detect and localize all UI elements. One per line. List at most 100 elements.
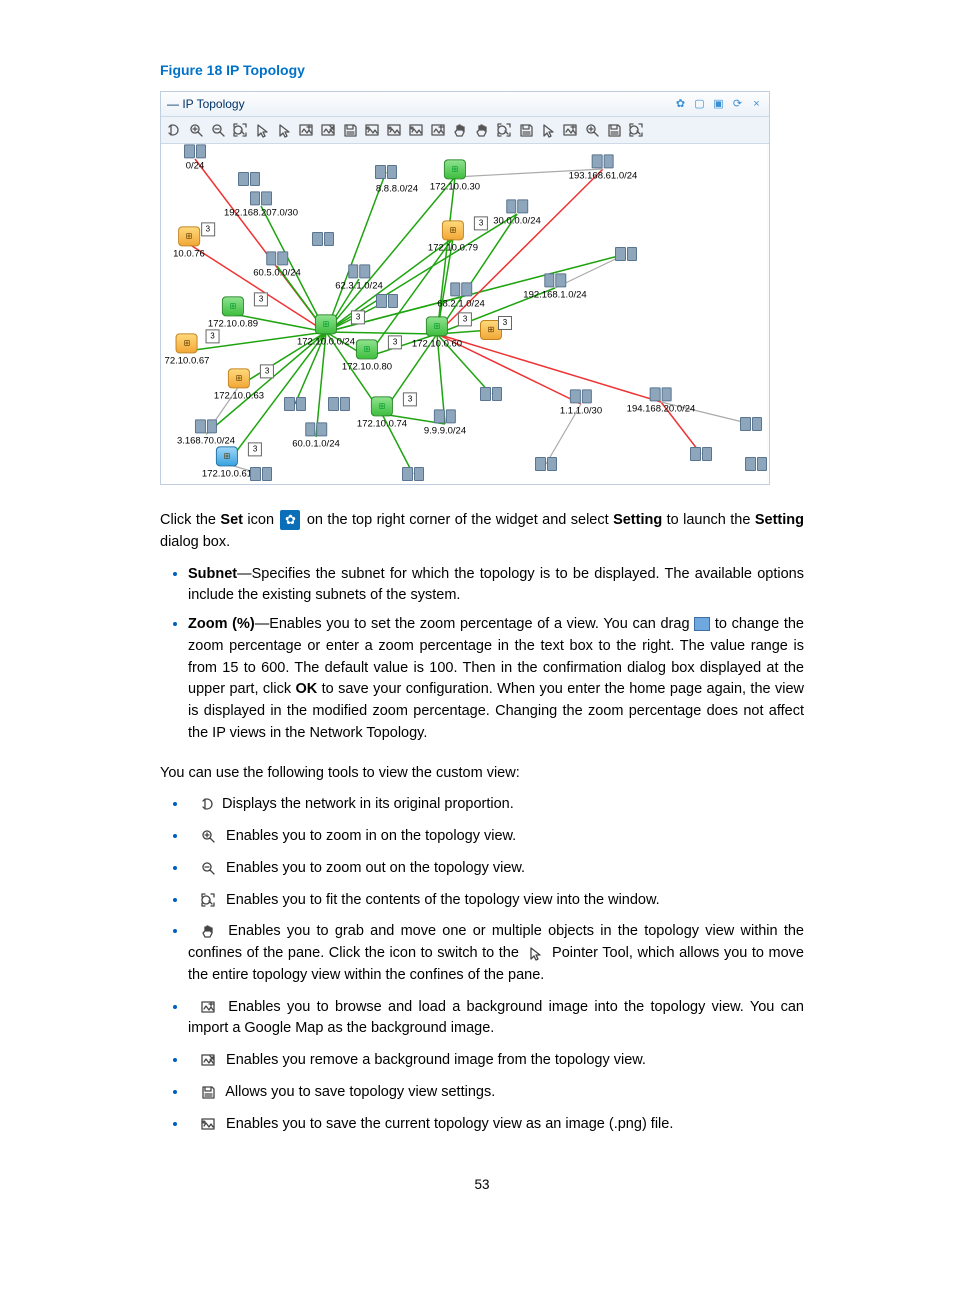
topology-subnet[interactable]	[284, 397, 306, 411]
tool-item: Displays the network in its original pro…	[188, 794, 804, 816]
topology-subnet[interactable]	[402, 467, 424, 481]
titlebar-icons: ✿ ▢ ▣ ⟳ ×	[674, 98, 763, 111]
topology-subnet[interactable]: 194.168.20.0/24	[627, 387, 696, 416]
list-item: Subnet—Specifies the subnet for which th…	[188, 564, 804, 608]
page-number: 53	[160, 1175, 804, 1195]
topology-subnet[interactable]	[615, 247, 637, 261]
topology-subnet[interactable]: 60.0.1.0/24	[292, 422, 340, 451]
tool-item: Enables you to zoom out on the topology …	[188, 858, 804, 880]
topology-device[interactable]: ⊞3172.10.0.61	[202, 446, 252, 481]
figure-caption: Figure 18 IP Topology	[160, 60, 804, 81]
zoomin-icon	[198, 828, 218, 844]
config-icon[interactable]	[606, 122, 622, 138]
topology-device[interactable]: ⊞3	[480, 320, 502, 340]
widget-title: — IP Topology	[167, 95, 245, 113]
reset-zoom-icon[interactable]	[166, 122, 182, 138]
slider-handle-icon	[694, 617, 710, 631]
topology-subnet[interactable]: 192.168.1.0/24	[523, 273, 586, 302]
more-icon[interactable]	[628, 122, 644, 138]
set-gear-icon: ✿	[280, 510, 300, 530]
restore-icon[interactable]: ▣	[712, 98, 725, 111]
refresh-icon[interactable]: ⟳	[731, 98, 744, 111]
fit-icon	[198, 892, 218, 908]
topology-device[interactable]: ⊞172.10.0.30	[430, 159, 480, 194]
tool-item: Enables you to save the current topology…	[188, 1114, 804, 1136]
tool-item: Allows you to save topology view setting…	[188, 1082, 804, 1104]
tree-icon[interactable]	[496, 122, 512, 138]
topology-subnet[interactable]	[480, 387, 502, 401]
imgsave-icon	[198, 1116, 218, 1132]
layout-1-icon[interactable]	[386, 122, 402, 138]
fit-window-icon[interactable]	[232, 122, 248, 138]
save-icon[interactable]	[342, 122, 358, 138]
layout-2-icon[interactable]	[408, 122, 424, 138]
widget-toolbar	[161, 117, 769, 144]
tool-item: Enables you to zoom in on the topology v…	[188, 826, 804, 848]
topology-device[interactable]: ⊞372.10.0.67	[165, 333, 210, 368]
topology-device[interactable]: ⊞310.0.76	[173, 226, 205, 261]
topology-subnet[interactable]	[740, 417, 762, 431]
topology-subnet[interactable]: 192.168.207.0/30	[224, 191, 298, 220]
topology-device[interactable]: ⊞3172.10.0.74	[357, 396, 407, 431]
pin-icon[interactable]	[562, 122, 578, 138]
topology-subnet[interactable]	[535, 457, 557, 471]
bg-add-icon[interactable]	[298, 122, 314, 138]
zoomout-icon	[198, 860, 218, 876]
settings-list: Subnet—Specifies the subnet for which th…	[160, 564, 804, 745]
list-item: Zoom (%)—Enables you to set the zoom per…	[188, 614, 804, 745]
topology-subnet[interactable]	[375, 165, 397, 179]
tool-item: Enables you to grab and move one or mult…	[188, 921, 804, 986]
zoom-in-icon[interactable]	[188, 122, 204, 138]
legend-icon[interactable]	[430, 122, 446, 138]
pointer-icon	[525, 945, 545, 961]
link-icon[interactable]	[540, 122, 556, 138]
topology-subnet[interactable]: 193.168.61.0/24	[569, 154, 638, 183]
topology-subnet[interactable]	[250, 467, 272, 481]
tools-list: Displays the network in its original pro…	[160, 794, 804, 1135]
imgadd-icon	[198, 999, 218, 1015]
zoom-out-icon[interactable]	[210, 122, 226, 138]
topology-canvas[interactable]: 0/24 192.168.207.0/30 ⊞310.0.76 ⊞3172.10.0.…	[161, 144, 767, 484]
minimize-icon[interactable]: ▢	[693, 98, 706, 111]
close-icon[interactable]: ×	[750, 98, 763, 111]
hand-icon	[198, 923, 218, 939]
topology-subnet[interactable]: 3.168.70.0/24	[177, 419, 235, 448]
tool-item: Enables you remove a background image fr…	[188, 1050, 804, 1072]
topology-device[interactable]: ⊞3172.10.0.80	[342, 339, 392, 374]
topology-device[interactable]: ⊞3172.10.0.79	[428, 220, 478, 255]
imgdel-icon	[198, 1052, 218, 1068]
topology-subnet[interactable]: 1.1.1.0/30	[560, 389, 602, 418]
intro-paragraph: Click the Set icon ✿ on the top right co…	[160, 510, 804, 554]
topology-device[interactable]: ⊞3172.10.0.89	[208, 296, 258, 331]
topology-subnet[interactable]: 62.3.1.0/24	[335, 264, 383, 293]
topology-subnet[interactable]	[690, 447, 712, 461]
options-icon[interactable]	[474, 122, 490, 138]
select-icon[interactable]	[276, 122, 292, 138]
topology-subnet[interactable]: 30.0.0.0/24	[493, 199, 541, 228]
topology-subnet[interactable]: 60.5.0.0/24	[253, 251, 301, 280]
widget-titlebar: — IP Topology ✿ ▢ ▣ ⟳ ×	[161, 92, 769, 117]
tool-item: Enables you to fit the contents of the t…	[188, 890, 804, 912]
cloud-icon[interactable]	[584, 122, 600, 138]
pointer-icon[interactable]	[254, 122, 270, 138]
save-icon	[198, 1084, 218, 1100]
topology-subnet[interactable]	[328, 397, 350, 411]
topology-subnet[interactable]	[312, 232, 334, 246]
filter-icon[interactable]	[452, 122, 468, 138]
reset-icon	[198, 796, 218, 812]
topology-subnet[interactable]: 0/24	[184, 144, 206, 173]
topology-subnet[interactable]	[376, 294, 398, 308]
save-image-icon[interactable]	[364, 122, 380, 138]
topology-label: 8.8.8.0/24	[376, 181, 418, 196]
find-icon[interactable]	[518, 122, 534, 138]
topology-subnet[interactable]	[745, 457, 767, 471]
topology-subnet[interactable]: 68.2.1.0/24	[437, 282, 485, 311]
tools-intro: You can use the following tools to view …	[160, 763, 804, 785]
gear-icon[interactable]: ✿	[674, 98, 687, 111]
bg-remove-icon[interactable]	[320, 122, 336, 138]
topology-subnet[interactable]	[238, 172, 260, 186]
topology-device[interactable]: ⊞3172.10.0.60	[412, 316, 462, 351]
ip-topology-widget: — IP Topology ✿ ▢ ▣ ⟳ × 0/24 192.168.207.…	[160, 91, 770, 485]
topology-device[interactable]: ⊞3172.10.0.63	[214, 368, 264, 403]
topology-subnet[interactable]: 9.9.9.0/24	[424, 409, 466, 438]
